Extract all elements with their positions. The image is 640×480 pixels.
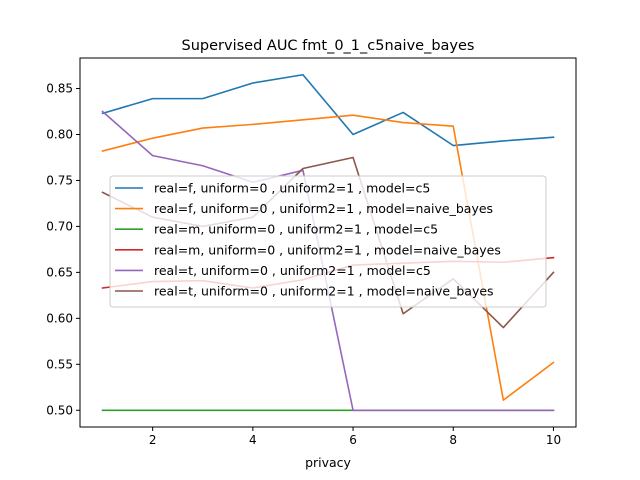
x-axis: 2 4 6 8 10 — [149, 427, 561, 447]
legend-label-1: real=f, uniform=0 , uniform2=1 , model=c… — [154, 181, 430, 196]
x-tick-label: 4 — [249, 433, 257, 447]
legend-label-5: real=t, uniform=0 , uniform2=1 , model=c… — [154, 263, 431, 278]
x-tick-label: 10 — [546, 433, 561, 447]
x-tick-label: 2 — [149, 433, 157, 447]
y-tick-label: 0.75 — [46, 173, 73, 187]
x-axis-label: privacy — [305, 455, 351, 470]
y-tick-label: 0.80 — [46, 127, 73, 141]
y-tick-label: 0.65 — [46, 265, 73, 279]
series-line-1 — [101, 73, 555, 147]
legend-label-2: real=f, uniform=0 , uniform2=1 , model=n… — [154, 201, 493, 216]
legend-label-4: real=m, uniform=0 , uniform2=1 , model=n… — [154, 242, 501, 257]
x-tick-label: 8 — [449, 433, 457, 447]
legend-label-3: real=m, uniform=0 , uniform2=1 , model=c… — [154, 222, 438, 237]
legend-label-6: real=t, uniform=0 , uniform2=1 , model=n… — [154, 284, 494, 299]
legend-frame — [109, 175, 547, 308]
y-tick-label: 0.50 — [46, 403, 73, 417]
chart-title: Supervised AUC fmt_0_1_c5naive_bayes — [182, 38, 475, 54]
y-axis: 0.50 0.55 0.60 0.65 0.70 0.75 0.80 0.85 — [46, 82, 80, 417]
x-tick-label: 6 — [349, 433, 357, 447]
y-tick-label: 0.85 — [46, 82, 73, 96]
y-tick-label: 0.70 — [46, 219, 73, 233]
plot-frame — [79, 57, 577, 428]
legend: real=f, uniform=0 , uniform2=1 , model=c… — [109, 175, 547, 308]
y-tick-label: 0.55 — [46, 357, 73, 371]
y-tick-label: 0.60 — [46, 311, 73, 325]
